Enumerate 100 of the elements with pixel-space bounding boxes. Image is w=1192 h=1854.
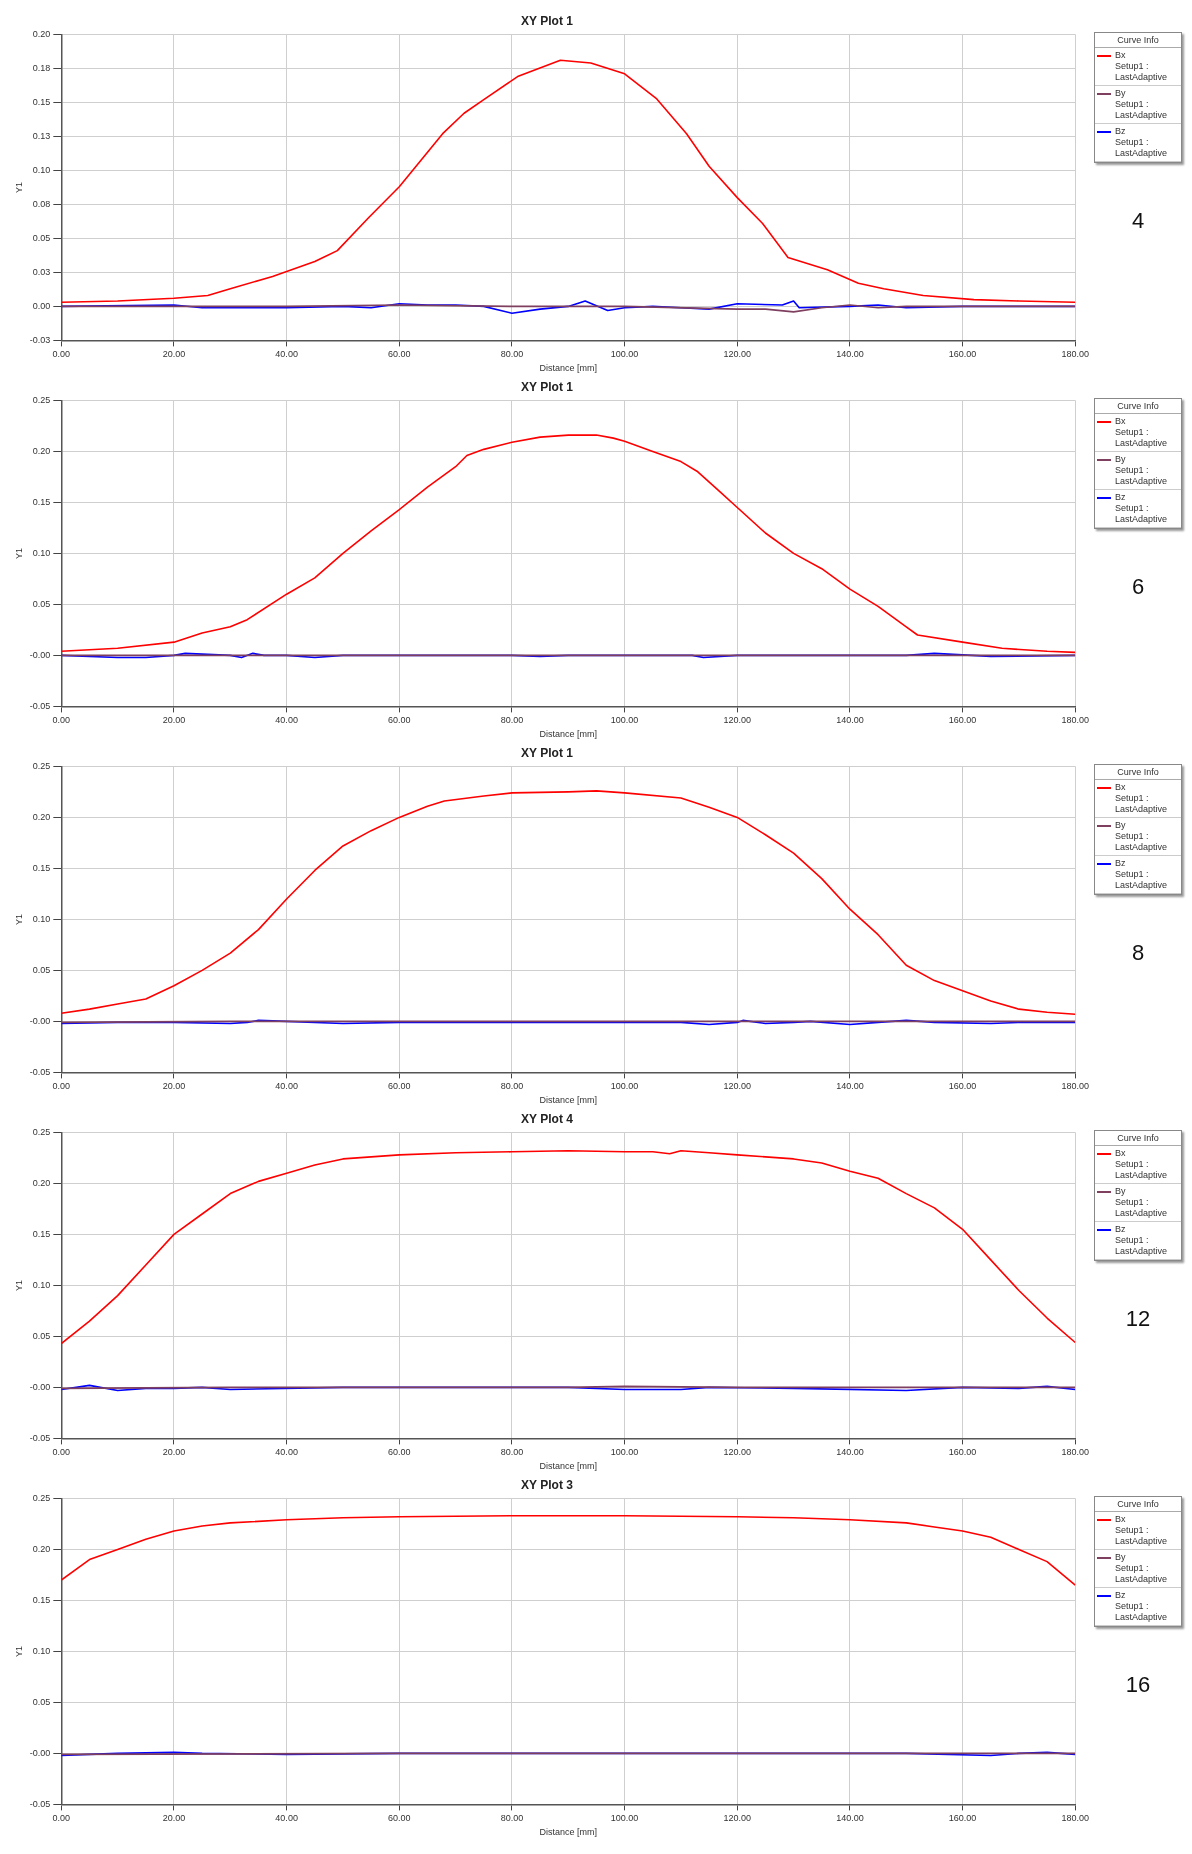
x-tick-label: 40.00	[275, 1447, 298, 1458]
text: 6	[1130, 574, 1146, 600]
y-tick-label: 0.10	[32, 164, 51, 175]
y-tick-label: -0.00	[29, 1381, 51, 1392]
legend-label: By Setup1 : LastAdaptive	[1115, 454, 1169, 487]
x-tick-label: 80.00	[500, 1447, 524, 1458]
y-tick-label: 0.05	[32, 232, 51, 243]
y-tick-label: 0.25	[32, 394, 51, 405]
x-tick-label: 160.00	[948, 349, 977, 360]
chart-title: XY Plot 4	[521, 1111, 574, 1126]
y-tick-label: 0.20	[32, 28, 51, 39]
x-tick-label: 140.00	[836, 715, 864, 726]
x-tick-label: 0.00	[52, 1813, 71, 1824]
legend-label: Bx Setup1 : LastAdaptive	[1115, 50, 1169, 83]
y-tick-label: 0.05	[32, 1330, 51, 1341]
legend-title: Curve Info	[1095, 1497, 1181, 1512]
x-tick-label: 80.00	[500, 349, 524, 360]
y-tick-label: -0.05	[29, 1432, 51, 1443]
x-tick-label: 0.00	[52, 349, 71, 360]
legend-label: Bx Setup1 : LastAdaptive	[1115, 416, 1169, 449]
y-tick-label: -0.03	[29, 334, 51, 345]
legend-label: Bz Setup1 : LastAdaptive	[1115, 1224, 1169, 1257]
x-tick-label: 140.00	[836, 1813, 864, 1824]
x-tick-label: 160.00	[948, 1081, 977, 1092]
x-axis-title: Distance [mm]	[539, 729, 598, 740]
text: 16	[1124, 1672, 1152, 1698]
x-tick-label: 120.00	[723, 349, 752, 360]
x-axis-title: Distance [mm]	[539, 1095, 598, 1106]
x-tick-label: 180.00	[1061, 349, 1089, 360]
x-tick-label: 20.00	[162, 715, 186, 726]
x-tick-label: 80.00	[500, 715, 524, 726]
x-tick-label: 140.00	[836, 349, 864, 360]
chart-title: XY Plot 3	[521, 1477, 574, 1492]
y-tick-label: 0.10	[32, 1645, 51, 1656]
chart-title: XY Plot 1	[521, 379, 574, 394]
x-tick-label: 60.00	[388, 1081, 411, 1092]
chart-title: XY Plot 1	[521, 13, 574, 28]
text: 8	[1130, 940, 1146, 966]
x-tick-label: 120.00	[723, 1813, 752, 1824]
x-tick-label: 40.00	[275, 1081, 298, 1092]
y-tick-label: 0.10	[32, 1279, 51, 1290]
y-axis-title: Y1	[13, 1645, 24, 1657]
y-axis-title: Y1	[13, 181, 24, 193]
text: 4	[1130, 208, 1146, 234]
legend-label: By Setup1 : LastAdaptive	[1115, 88, 1169, 121]
y-axis-title: Y1	[13, 913, 24, 925]
y-tick-label: 0.20	[32, 1177, 51, 1188]
x-tick-label: 20.00	[162, 1447, 186, 1458]
y-tick-label: 0.20	[32, 1543, 51, 1554]
x-tick-label: 60.00	[388, 1447, 411, 1458]
y-tick-label: 0.20	[32, 811, 51, 822]
x-tick-label: 140.00	[836, 1447, 864, 1458]
x-tick-label: 100.00	[610, 349, 639, 360]
x-tick-label: 100.00	[610, 715, 639, 726]
x-tick-label: 160.00	[948, 715, 977, 726]
legend-label: Bz Setup1 : LastAdaptive	[1115, 492, 1169, 525]
legend-label: Bz Setup1 : LastAdaptive	[1115, 858, 1169, 891]
text: 12	[1124, 1306, 1152, 1332]
y-tick-label: 0.05	[32, 964, 51, 975]
x-tick-label: 0.00	[52, 1081, 71, 1092]
x-tick-label: 180.00	[1061, 715, 1089, 726]
y-tick-label: 0.15	[32, 1228, 51, 1239]
legend-label: Bz Setup1 : LastAdaptive	[1115, 1590, 1169, 1623]
x-tick-label: 40.00	[275, 1813, 298, 1824]
y-tick-label: 0.03	[32, 266, 51, 277]
y-tick-label: 0.10	[32, 547, 51, 558]
y-tick-label: 0.15	[32, 496, 51, 507]
x-tick-label: 140.00	[836, 1081, 864, 1092]
y-tick-label: -0.05	[29, 1066, 51, 1077]
y-tick-label: -0.00	[29, 1015, 51, 1026]
x-tick-label: 40.00	[275, 715, 298, 726]
x-tick-label: 60.00	[388, 715, 411, 726]
x-tick-label: 60.00	[388, 349, 411, 360]
y-tick-label: 0.13	[32, 130, 51, 141]
x-tick-label: 160.00	[948, 1447, 977, 1458]
y-tick-label: -0.05	[29, 700, 51, 711]
legend-label: By Setup1 : LastAdaptive	[1115, 820, 1169, 853]
x-tick-label: 40.00	[275, 349, 298, 360]
x-tick-label: 60.00	[388, 1813, 411, 1824]
x-axis-title: Distance [mm]	[539, 1461, 598, 1472]
legend-label: Bx Setup1 : LastAdaptive	[1115, 1514, 1169, 1547]
legend-label: Bz Setup1 : LastAdaptive	[1115, 126, 1169, 159]
y-tick-label: 0.05	[32, 1696, 51, 1707]
x-axis-title: Distance [mm]	[539, 1827, 598, 1838]
legend-title: Curve Info	[1095, 765, 1181, 780]
x-tick-label: 120.00	[723, 1447, 752, 1458]
y-tick-label: 0.15	[32, 96, 51, 107]
x-tick-label: 120.00	[723, 1081, 752, 1092]
x-tick-label: 100.00	[610, 1447, 639, 1458]
y-tick-label: -0.00	[29, 1747, 51, 1758]
x-tick-label: 20.00	[162, 349, 186, 360]
legend-title: Curve Info	[1095, 33, 1181, 48]
y-axis-title: Y1	[13, 1279, 24, 1291]
chart-title: XY Plot 1	[521, 745, 574, 760]
y-tick-label: 0.00	[32, 300, 51, 311]
legend-label: By Setup1 : LastAdaptive	[1115, 1552, 1169, 1585]
y-axis-title: Y1	[13, 547, 24, 559]
y-tick-label: 0.10	[32, 913, 51, 924]
y-tick-label: 0.15	[32, 862, 51, 873]
legend-label: Bx Setup1 : LastAdaptive	[1115, 1148, 1169, 1181]
